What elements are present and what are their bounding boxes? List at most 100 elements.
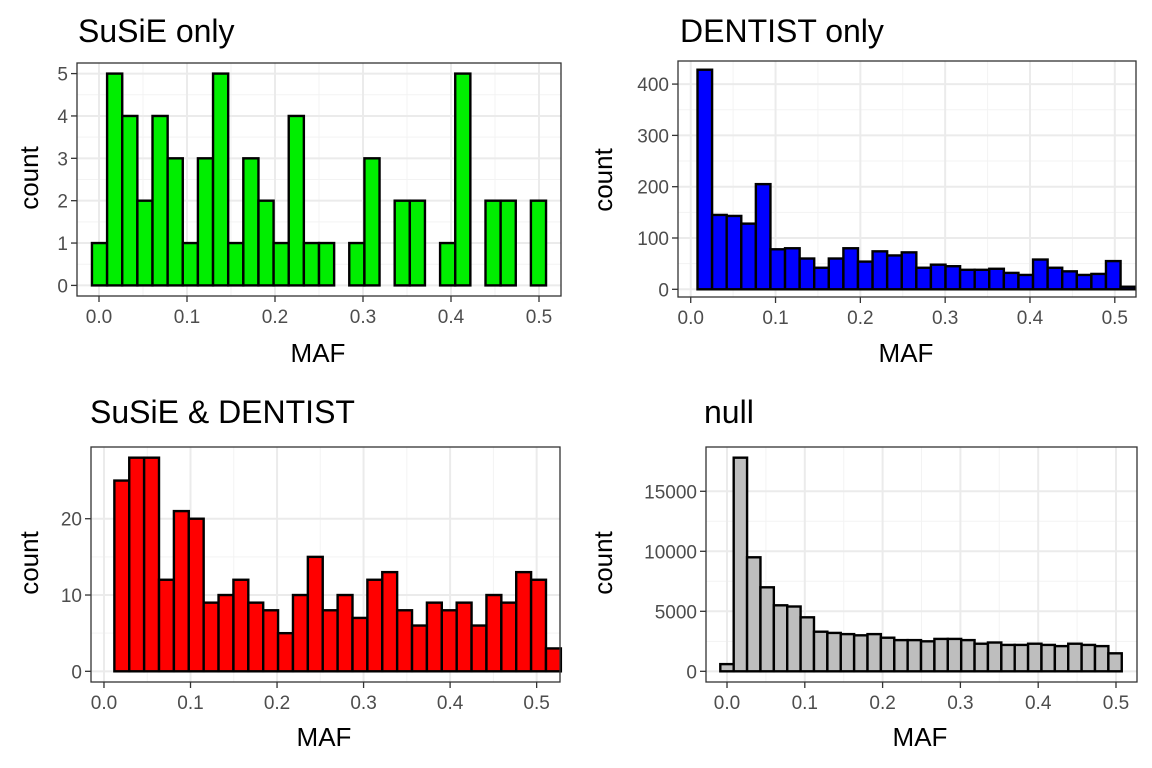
histogram-bar — [827, 257, 845, 291]
x-tick-label: 0.2 — [847, 308, 873, 329]
histogram-bar — [1013, 643, 1030, 673]
plot-area — [90, 446, 563, 683]
histogram-bar — [973, 642, 990, 673]
histogram-bar — [732, 456, 749, 673]
histogram-bar — [944, 265, 962, 291]
histogram-bar — [1093, 644, 1110, 673]
y-tick-label: 5000 — [655, 602, 697, 623]
histogram-bar — [202, 601, 220, 673]
histogram-bar — [247, 601, 265, 673]
x-tick-label: 0.5 — [1103, 693, 1129, 714]
y-tick-label: 20 — [61, 510, 82, 531]
x-tick-label: 0.0 — [714, 693, 740, 714]
y-axis: 0 100 200 300 400 — [637, 75, 678, 301]
histogram-bar — [113, 479, 131, 673]
histogram-bar — [856, 260, 874, 291]
histogram-bar — [772, 604, 789, 673]
x-tick-label: 0.0 — [91, 693, 117, 714]
plot-area — [677, 60, 1137, 298]
x-axis: 0.0 0.1 0.2 0.3 0.4 0.5 — [86, 296, 552, 328]
histogram-bar — [973, 268, 991, 291]
histogram-bar — [321, 609, 339, 673]
histogram-bar — [769, 248, 787, 291]
panel-border — [90, 446, 561, 683]
histogram-bar — [988, 267, 1006, 291]
chart-title: null — [704, 394, 754, 430]
histogram-bar — [544, 647, 563, 673]
histogram-bar — [893, 638, 909, 673]
x-tick-label: 0.3 — [947, 693, 973, 714]
histogram-bar — [470, 624, 488, 673]
x-tick-label: 0.5 — [526, 307, 552, 328]
x-tick-label: 0.5 — [523, 693, 549, 714]
histogram-bar — [871, 250, 889, 291]
histogram-bar — [438, 241, 457, 287]
histogram-bar — [291, 593, 310, 673]
histogram-bar — [812, 630, 829, 673]
x-tick-label: 0.0 — [678, 308, 704, 329]
histogram-bar — [745, 556, 762, 673]
x-tick-label: 0.0 — [86, 307, 112, 328]
panel-border — [76, 62, 562, 297]
x-tick-label: 0.4 — [1017, 308, 1044, 329]
histogram-bar — [1000, 643, 1016, 673]
histogram-bar — [363, 157, 381, 287]
panel-dentist-only: DENTIST only MAF count 0.0 0.1 0.2 0.3 0.4 0.… — [588, 13, 1137, 368]
y-tick-label: 100 — [637, 229, 669, 250]
histogram-bar — [408, 199, 427, 287]
histogram-bar — [879, 636, 896, 673]
histogram-bar — [1026, 642, 1043, 673]
histogram-bar — [226, 241, 245, 287]
x-tick-label: 0.1 — [762, 308, 788, 329]
x-axis: 0.0 0.1 0.2 0.3 0.4 0.5 — [678, 297, 1128, 329]
histogram-bar — [211, 72, 230, 287]
y-axis-title: count — [14, 145, 44, 209]
histogram-bar — [919, 640, 936, 673]
x-tick-label: 0.3 — [350, 693, 376, 714]
y-tick-label: 2 — [57, 192, 68, 213]
x-tick-label: 0.2 — [262, 307, 288, 328]
histogram-bar — [906, 638, 923, 673]
bars — [90, 72, 548, 287]
histogram-bar — [813, 266, 831, 291]
x-tick-label: 0.4 — [438, 307, 465, 328]
y-tick-label: 0 — [57, 276, 68, 297]
histogram-bar — [317, 241, 336, 287]
histogram-bar — [958, 268, 976, 291]
bars — [113, 456, 563, 673]
histogram-bar — [105, 72, 124, 287]
histogram-bar — [1017, 273, 1035, 291]
histogram-bar — [946, 637, 963, 673]
panel-border — [677, 60, 1137, 298]
histogram-bar — [710, 213, 728, 291]
x-tick-label: 0.2 — [869, 693, 895, 714]
histogram-bar — [759, 586, 776, 673]
histogram-bar — [529, 199, 548, 287]
histogram-bar — [166, 157, 184, 287]
histogram-bar — [336, 593, 354, 673]
histogram-bar — [1031, 258, 1049, 291]
histogram-bar — [381, 570, 399, 673]
x-tick-label: 0.2 — [264, 693, 290, 714]
histogram-bar — [395, 609, 414, 673]
histogram-bar — [754, 182, 772, 291]
y-axis-title: count — [14, 530, 44, 594]
histogram-bar — [499, 199, 517, 287]
histogram-bar — [348, 241, 366, 287]
histogram-bar — [366, 578, 384, 673]
histogram-bar — [1075, 273, 1093, 291]
histogram-bar — [799, 616, 816, 673]
histogram-bar — [719, 662, 735, 673]
panel-susie-and-dentist: SuSiE & DENTIST MAF count 0.0 0.1 0.2 0.3 0.… — [14, 394, 563, 752]
histogram-bar — [529, 578, 548, 673]
y-axis-title: count — [588, 147, 618, 211]
histogram-bar — [1046, 266, 1064, 291]
y-tick-label: 0 — [71, 662, 82, 683]
plot-area — [705, 446, 1138, 683]
histogram-bar — [696, 68, 714, 291]
histogram-bar — [1090, 272, 1108, 291]
histogram-bar — [157, 578, 176, 673]
histogram-bar — [515, 570, 533, 673]
panel-susie-only: SuSiE only MAF count 0.0 0.1 0.2 0.3 0.4 0.50… — [14, 13, 562, 368]
